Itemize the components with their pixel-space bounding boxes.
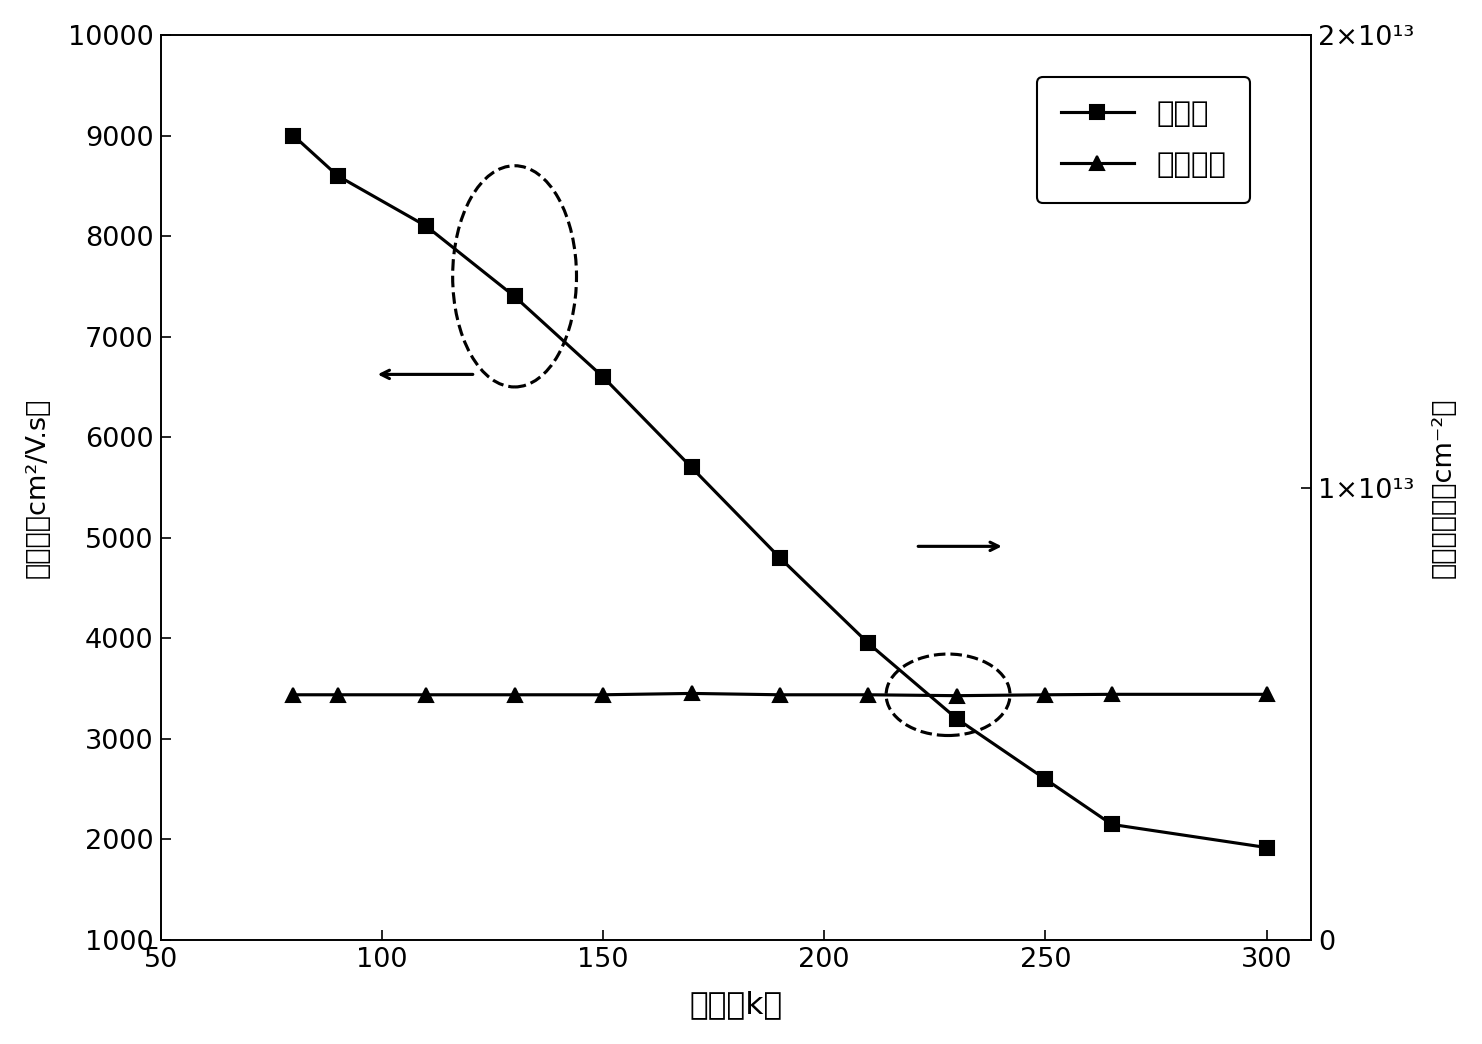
电子密度 (329, 688, 347, 701)
迁移率 (771, 551, 788, 564)
电子密度 (771, 688, 788, 701)
迁移率 (505, 290, 523, 303)
电子密度 (418, 688, 436, 701)
迁移率 (1103, 818, 1120, 831)
电子密度 (948, 689, 966, 702)
电子密度 (860, 688, 877, 701)
X-axis label: 温度（k）: 温度（k） (689, 990, 782, 1019)
迁移率 (1036, 773, 1054, 785)
Legend: 迁移率, 电子密度: 迁移率, 电子密度 (1037, 77, 1251, 203)
Y-axis label: 电子面密度（cm⁻²）: 电子面密度（cm⁻²） (1432, 398, 1457, 577)
迁移率 (285, 129, 302, 142)
迁移率 (948, 713, 966, 726)
电子密度 (1036, 688, 1054, 701)
电子密度 (505, 688, 523, 701)
电子密度 (285, 688, 302, 701)
Y-axis label: 迁移率（cm²/V.s）: 迁移率（cm²/V.s） (25, 398, 50, 577)
电子密度 (1103, 688, 1120, 701)
电子密度 (594, 688, 612, 701)
迁移率 (1258, 841, 1276, 854)
迁移率 (860, 637, 877, 649)
Line: 迁移率: 迁移率 (286, 128, 1275, 855)
Line: 电子密度: 电子密度 (286, 686, 1275, 703)
电子密度 (1258, 688, 1276, 701)
迁移率 (683, 461, 701, 474)
迁移率 (329, 169, 347, 182)
电子密度 (683, 687, 701, 699)
迁移率 (418, 220, 436, 233)
迁移率 (594, 371, 612, 383)
